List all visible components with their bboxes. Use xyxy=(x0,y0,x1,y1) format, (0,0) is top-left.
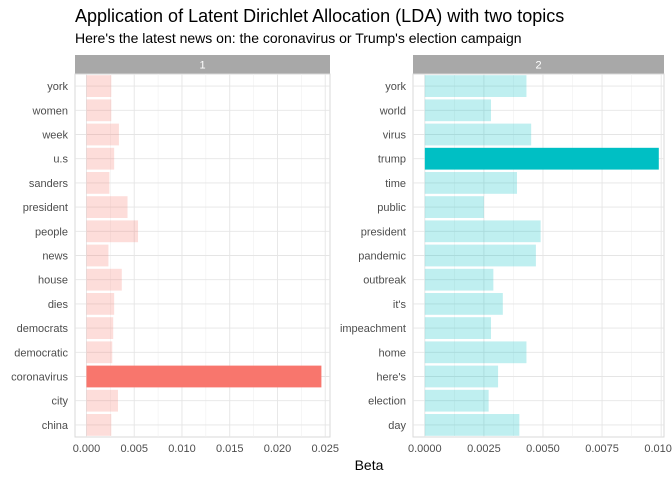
y-tick-label: house xyxy=(38,275,68,287)
x-tick-label: 0.015 xyxy=(216,443,244,455)
facet-strip-2 xyxy=(413,55,664,74)
y-tick-label: outbreak xyxy=(363,275,406,287)
y-tick-label: election xyxy=(368,396,406,408)
facet-strip-label: 2 xyxy=(535,60,541,72)
y-tick-label: democrats xyxy=(17,323,69,335)
x-tick-label: 0.020 xyxy=(264,443,292,455)
y-tick-label: here's xyxy=(376,372,406,384)
bar-week xyxy=(86,123,119,146)
bar-york xyxy=(86,75,112,97)
bar-coronavirus xyxy=(86,365,322,388)
y-tick-label: news xyxy=(42,251,68,263)
y-tick-label: people xyxy=(35,226,68,238)
y-tick-label: day xyxy=(388,420,406,432)
y-tick-label: home xyxy=(378,347,406,359)
chart-title: Application of Latent Dirichlet Allocati… xyxy=(75,6,564,26)
x-tick-label: 0.000 xyxy=(73,443,101,455)
bar-trump xyxy=(424,147,659,170)
y-tick-label: president xyxy=(361,226,406,238)
y-tick-label: it's xyxy=(393,299,407,311)
y-tick-label: trump xyxy=(378,154,406,166)
bar-democrats xyxy=(86,317,114,339)
bar-president xyxy=(424,220,541,243)
x-tick-label: 0.0075 xyxy=(585,443,619,455)
y-tick-label: city xyxy=(52,396,69,408)
x-axis-label: Beta xyxy=(355,457,384,473)
x-tick-label: 0.010 xyxy=(168,443,196,455)
y-tick-label: week xyxy=(41,130,68,142)
bar-pandemic xyxy=(424,244,536,267)
bar-sanders xyxy=(86,172,110,194)
y-tick-label: president xyxy=(23,202,68,214)
y-tick-label: york xyxy=(47,81,68,93)
bar-city xyxy=(86,389,118,412)
bar-news xyxy=(86,244,109,267)
y-tick-label: virus xyxy=(383,130,407,142)
y-tick-label: york xyxy=(385,81,406,93)
bar-people xyxy=(86,220,139,243)
bar-election xyxy=(424,389,489,412)
bar-outbreak xyxy=(424,268,494,291)
bar-impeachment xyxy=(424,317,491,339)
x-tick-label: 0.0000 xyxy=(408,443,442,455)
bar-women xyxy=(86,99,112,122)
bar-u.s xyxy=(86,147,115,170)
bar-here's xyxy=(424,365,499,388)
y-tick-label: u.s xyxy=(53,154,68,166)
y-tick-label: public xyxy=(377,202,406,214)
bar-democratic xyxy=(86,341,113,364)
facet-strip-1 xyxy=(75,55,330,74)
y-tick-label: democratic xyxy=(14,347,68,359)
y-tick-label: dies xyxy=(48,299,69,311)
bar-york xyxy=(424,75,527,97)
y-tick-label: china xyxy=(42,420,69,432)
y-tick-label: world xyxy=(379,105,406,117)
bar-world xyxy=(424,99,491,122)
bar-president xyxy=(86,196,128,218)
bar-time xyxy=(424,172,517,194)
bar-china xyxy=(86,414,112,436)
bar-public xyxy=(424,196,484,218)
y-tick-label: time xyxy=(385,178,406,190)
chart-subtitle: Here's the latest news on: the coronavir… xyxy=(75,30,522,46)
x-tick-label: 0.025 xyxy=(311,443,339,455)
bar-it's xyxy=(424,293,503,315)
bar-home xyxy=(424,341,527,364)
y-tick-label: impeachment xyxy=(340,323,406,335)
y-tick-label: women xyxy=(32,105,68,117)
facet-strip-label: 1 xyxy=(199,60,205,72)
x-tick-label: 0.0050 xyxy=(526,443,560,455)
bar-dies xyxy=(86,293,115,315)
bar-virus xyxy=(424,123,532,146)
bar-day xyxy=(424,414,520,436)
y-tick-label: pandemic xyxy=(358,251,406,263)
y-tick-label: coronavirus xyxy=(11,372,68,384)
facet-panel-1: 1 0.000 0.005 0.010 0.015 0.020 0.025 york women… xyxy=(11,55,339,455)
bar-house xyxy=(86,268,122,291)
x-tick-label: 0.005 xyxy=(120,443,148,455)
y-tick-label: sanders xyxy=(29,178,69,190)
x-tick-label: 0.0025 xyxy=(467,443,501,455)
